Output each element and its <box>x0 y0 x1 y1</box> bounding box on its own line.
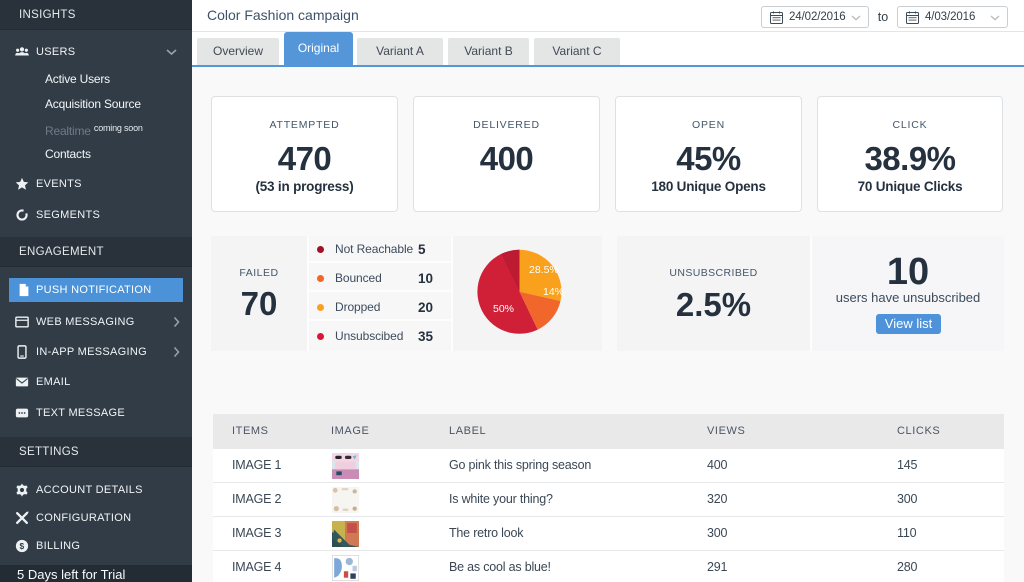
svg-text:$: $ <box>20 541 25 551</box>
